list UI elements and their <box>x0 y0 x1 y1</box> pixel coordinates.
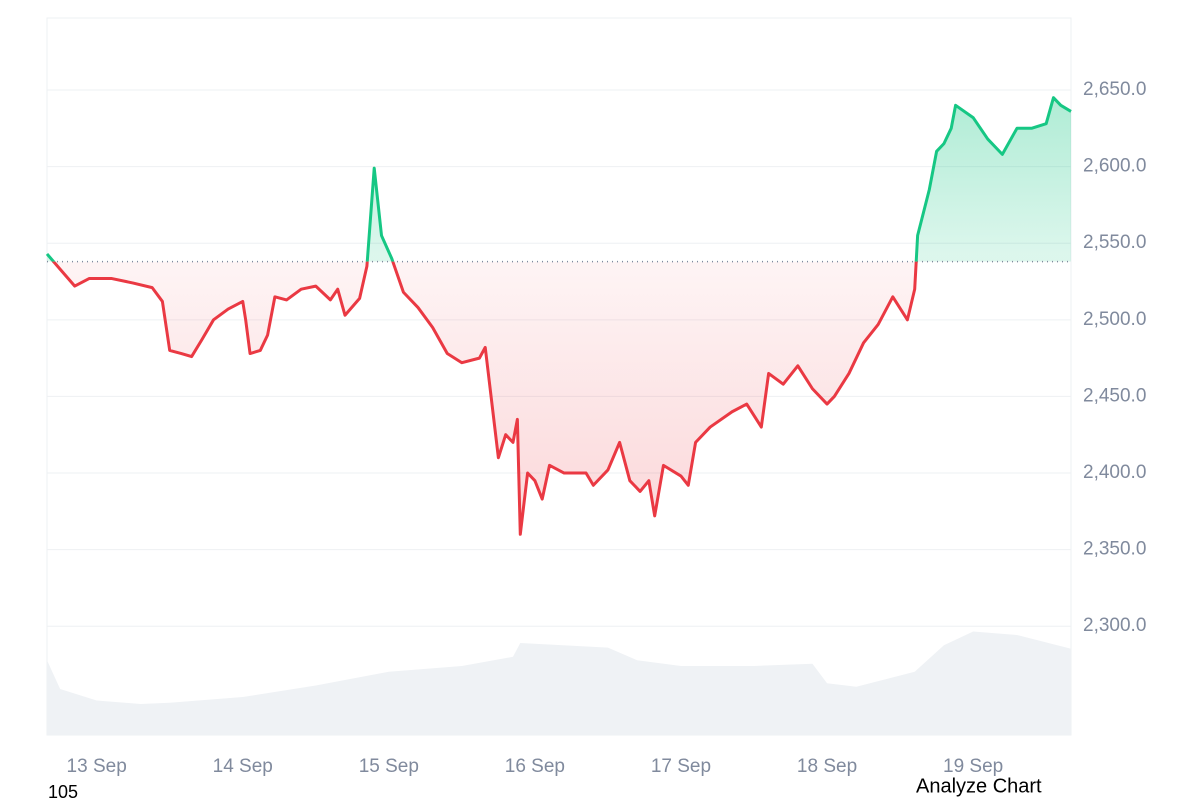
volume-area <box>47 631 1071 735</box>
x-tick-label: 15 Sep <box>359 756 419 777</box>
y-tick-label: 2,300.0 <box>1083 615 1146 636</box>
y-tick-label: 2,350.0 <box>1083 539 1146 560</box>
y-tick-label: 2,600.0 <box>1083 156 1146 177</box>
analyze-button[interactable]: Analyze Chart <box>916 775 1042 797</box>
x-tick-label: 18 Sep <box>797 756 857 777</box>
area-up <box>47 97 1071 262</box>
y-tick-label: 2,500.0 <box>1083 309 1146 330</box>
x-tick-label: 19 Sep <box>943 756 1003 777</box>
price-line-down <box>51 261 918 536</box>
footer-number: 105 <box>48 782 78 800</box>
x-tick-label: 17 Sep <box>651 756 711 777</box>
y-tick-label: 2,400.0 <box>1083 462 1146 483</box>
x-tick-label: 14 Sep <box>213 756 273 777</box>
y-tick-label: 2,450.0 <box>1083 385 1146 406</box>
y-tick-label: 2,550.0 <box>1083 232 1146 253</box>
y-tick-label: 2,650.0 <box>1083 79 1146 100</box>
area-down <box>53 261 917 535</box>
x-tick-label: 16 Sep <box>505 756 565 777</box>
x-tick-label: 13 Sep <box>67 756 127 777</box>
